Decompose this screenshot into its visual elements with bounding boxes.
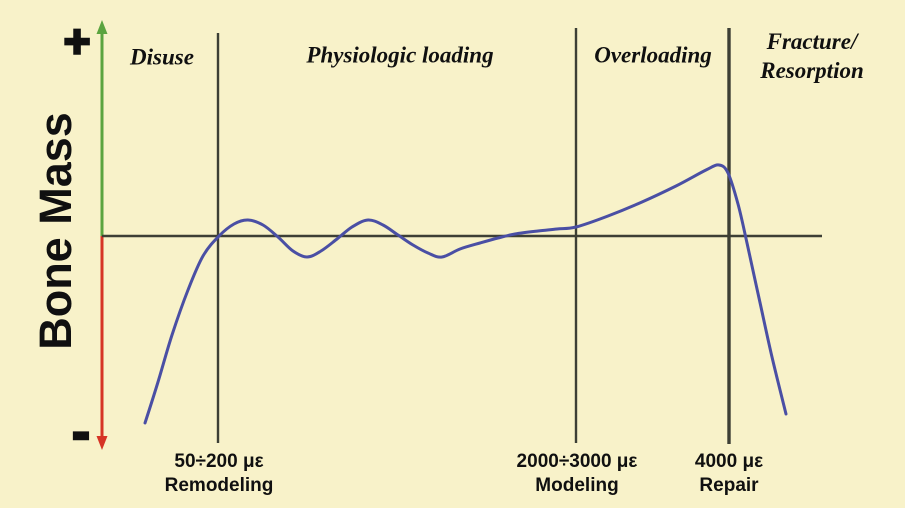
y-axis-title: Bone Mass: [30, 112, 81, 350]
zone-label-fracture-resorption: Fracture/ Resorption: [760, 27, 864, 85]
strain-value: 2000÷3000 με: [516, 451, 638, 472]
process-name: Repair: [699, 475, 759, 496]
y-axis-down-arrowhead: [96, 436, 108, 450]
zone-label-overloading: Overloading: [594, 42, 712, 68]
x-label-modeling: 2000÷3000 με Modeling: [517, 450, 638, 498]
process-name: Remodeling: [164, 475, 274, 496]
process-name: Modeling: [535, 475, 619, 496]
zone-label-fracture-line2: Resorption: [760, 58, 864, 83]
x-label-remodeling: 50÷200 με Remodeling: [165, 450, 274, 498]
zone-label-disuse: Disuse: [130, 44, 194, 70]
strain-value: 50÷200 με: [174, 451, 264, 472]
y-axis-up-arrowhead: [96, 20, 108, 34]
minus-sign: -: [71, 401, 91, 464]
x-label-repair: 4000 με Repair: [695, 450, 763, 498]
bone-mass-curve: [143, 163, 788, 425]
plus-sign: +: [62, 14, 91, 69]
zone-label-fracture-line1: Fracture/: [766, 29, 858, 54]
zone-label-physiologic-loading: Physiologic loading: [306, 42, 494, 68]
strain-value: 4000 με: [694, 451, 764, 472]
